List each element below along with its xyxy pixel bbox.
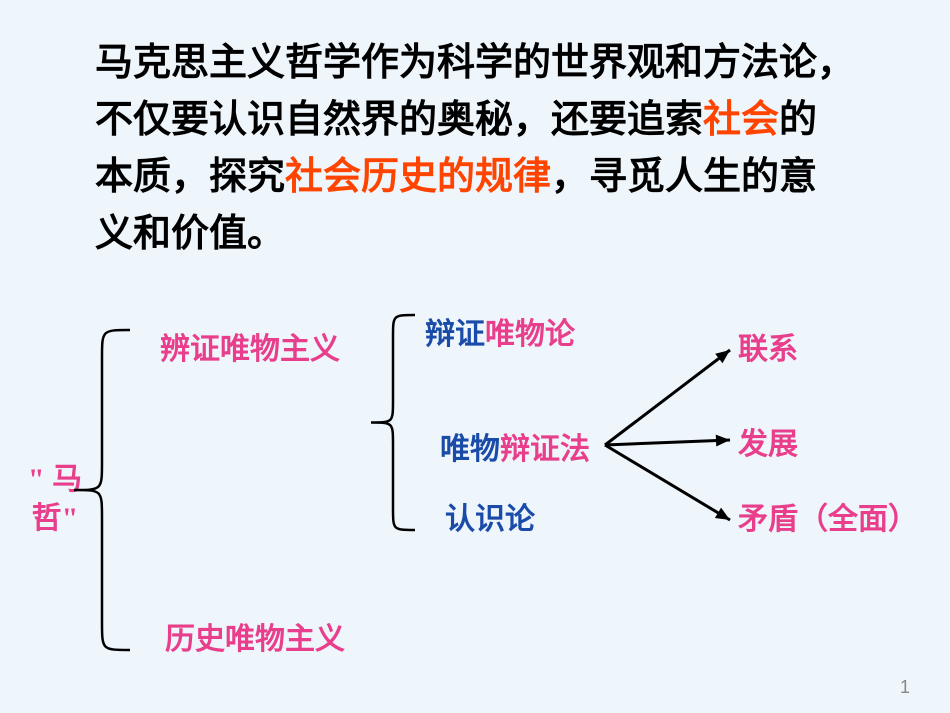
arrows-group	[605, 350, 730, 520]
root-node: " 马哲"	[0, 460, 110, 538]
leaf-contradiction: 矛盾（全面）	[738, 500, 918, 539]
branch-dialectical-materialism: 辨证唯物主义	[160, 330, 340, 369]
brace-right	[371, 315, 415, 530]
branch-historical-materialism: 历史唯物主义	[165, 620, 345, 659]
sub-dialectical-materialism-theory: 辩证唯物论	[425, 315, 575, 354]
leaf-connection: 联系	[738, 330, 798, 369]
leaf-development: 发展	[738, 425, 798, 464]
sub-epistemology: 认识论	[445, 500, 535, 539]
page-number: 1	[900, 677, 910, 698]
sub-materialist-dialectics: 唯物辩证法	[440, 430, 590, 469]
intro-paragraph: 马克思主义哲学作为科学的世界观和方法论，不仅要认识自然界的奥秘，还要追索社会的本…	[95, 35, 855, 263]
